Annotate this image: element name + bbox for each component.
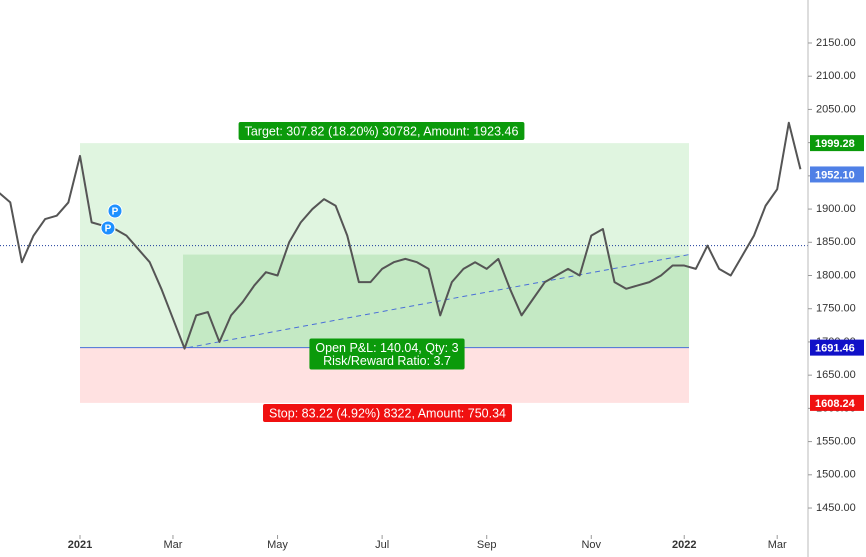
- x-tick-label: Nov: [581, 539, 601, 551]
- y-tick-label: 1800.00: [816, 269, 856, 281]
- stop-price-label: 1608.24: [815, 398, 856, 410]
- y-tick-label: 1500.00: [816, 469, 856, 481]
- stop-box-text: Stop: 83.22 (4.92%) 8322, Amount: 750.34: [269, 406, 506, 420]
- x-tick-label: Jul: [375, 539, 389, 551]
- pnl-box-bg: [309, 338, 465, 370]
- entry-price-label: 1691.46: [815, 343, 855, 355]
- x-tick-label: 2021: [68, 539, 92, 551]
- y-tick-label: 1900.00: [816, 203, 856, 215]
- stop-box-bg: [263, 404, 512, 422]
- x-tick-label: Mar: [768, 539, 787, 551]
- y-tick-label: 2100.00: [816, 70, 856, 82]
- x-tick-label: 2022: [672, 539, 696, 551]
- y-tick-label: 1750.00: [816, 303, 856, 315]
- target-price-label-bg: [810, 135, 864, 152]
- y-tick-label: 1550.00: [816, 435, 856, 447]
- x-tick-label: Sep: [477, 539, 497, 551]
- target-price-label: 1999.28: [815, 138, 855, 150]
- target-box: Target: 307.82 (18.20%) 30782, Amount: 1…: [238, 122, 525, 140]
- marker-text: P: [105, 224, 112, 235]
- stop-box: Stop: 83.22 (4.92%) 8322, Amount: 750.34: [263, 404, 512, 422]
- price-line: [0, 121, 802, 350]
- marker: [100, 220, 116, 236]
- y-tick-label: 2050.00: [816, 103, 856, 115]
- pnl-box-text: Risk/Reward Ratio: 3.7: [323, 354, 451, 368]
- marker: [107, 203, 123, 219]
- y-tick-label: 1450.00: [816, 502, 856, 514]
- last-price-label: 1952.10: [815, 169, 855, 181]
- y-tick-label: 2150.00: [816, 37, 856, 49]
- target-box-bg: [238, 122, 525, 140]
- target-box-text: Target: 307.82 (18.20%) 30782, Amount: 1…: [245, 124, 519, 138]
- pnl-box-text: Open P&L: 140.04, Qty: 3: [315, 341, 458, 355]
- x-tick-label: May: [267, 539, 288, 551]
- last-price-label-bg: [810, 166, 864, 183]
- x-tick-label: Mar: [163, 539, 182, 551]
- stop-price-label-bg: [810, 394, 864, 411]
- y-tick-label: 1650.00: [816, 369, 856, 381]
- y-tick-label: 1850.00: [816, 236, 856, 248]
- entry-price-label-bg: [810, 339, 864, 356]
- pnl-trend: [187, 254, 690, 349]
- marker-text: P: [112, 207, 119, 218]
